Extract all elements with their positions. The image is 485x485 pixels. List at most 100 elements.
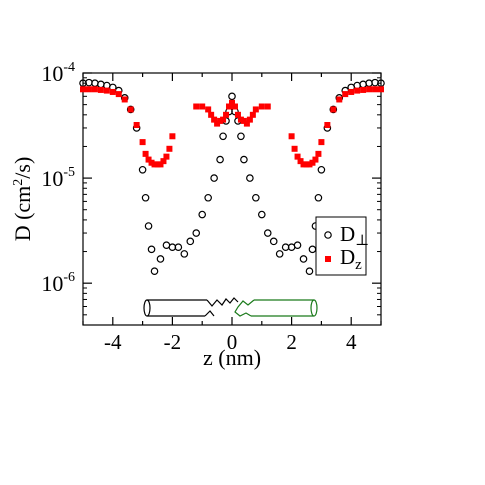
data-point <box>220 116 227 123</box>
data-point <box>174 243 183 251</box>
data-point <box>204 193 212 202</box>
y-tick-label: 10-6 <box>41 270 75 296</box>
data-point <box>85 86 92 93</box>
data-point <box>103 87 110 94</box>
x-tick-label: -2 <box>164 330 182 354</box>
data-point <box>318 139 325 146</box>
data-point <box>348 88 355 95</box>
data-point <box>216 155 224 164</box>
data-point <box>329 105 338 114</box>
data-point <box>198 210 207 219</box>
data-point <box>297 158 304 165</box>
data-point <box>226 103 233 110</box>
data-point <box>305 267 314 276</box>
data-point <box>299 255 308 263</box>
data-point <box>127 106 134 113</box>
data-point <box>309 159 316 166</box>
data-point <box>228 92 236 101</box>
legend-label-d-z: Dz <box>340 245 362 273</box>
data-point <box>126 105 135 114</box>
series-d-z <box>80 86 384 168</box>
x-tick-label: 2 <box>286 330 297 354</box>
data-point <box>237 132 245 141</box>
tube-schematic-inset <box>143 297 318 317</box>
x-axis-label: z (nm) <box>203 345 261 370</box>
data-point <box>246 116 253 123</box>
data-point <box>314 193 323 202</box>
data-point <box>330 106 337 113</box>
data-point <box>208 111 215 118</box>
data-point <box>166 145 173 152</box>
data-point <box>354 87 361 94</box>
data-point <box>234 111 241 118</box>
data-point <box>246 174 254 182</box>
data-point <box>372 86 379 93</box>
data-point <box>157 161 164 168</box>
data-point <box>193 103 200 110</box>
legend-box <box>315 216 367 276</box>
data-point <box>141 193 150 202</box>
x-tick-label: 0 <box>227 330 238 354</box>
data-point <box>360 86 367 93</box>
data-point <box>275 250 284 258</box>
data-point <box>80 86 86 93</box>
data-point <box>121 96 128 103</box>
data-point <box>145 156 152 163</box>
left-tube-chain <box>204 297 239 317</box>
data-point <box>97 80 105 89</box>
y-tick-label: 10-5 <box>41 165 75 191</box>
axis-ticks <box>82 72 382 326</box>
y-axis-label: D (cm2/s) <box>10 157 35 242</box>
data-point <box>210 174 218 182</box>
data-point <box>192 229 201 237</box>
data-point <box>109 88 116 95</box>
data-point <box>252 193 260 202</box>
data-point <box>249 111 256 118</box>
data-point <box>211 116 218 123</box>
legend-marker-d-z <box>325 256 331 262</box>
data-point <box>147 245 156 254</box>
right-tube-cap <box>310 299 318 317</box>
data-point <box>336 96 343 103</box>
data-point <box>315 150 322 157</box>
data-point <box>252 106 259 113</box>
data-point <box>308 245 317 254</box>
data-point <box>264 103 271 110</box>
left-tube-cap <box>143 299 151 317</box>
legend: D⊥ Dz <box>315 216 369 276</box>
x-tick-label: 4 <box>346 330 357 354</box>
data-point <box>269 237 278 246</box>
data-point <box>186 237 195 246</box>
data-point <box>223 111 230 118</box>
data-point <box>240 155 248 164</box>
data-point <box>205 106 212 113</box>
data-point <box>317 165 326 174</box>
data-point <box>378 86 384 93</box>
data-point <box>359 80 367 89</box>
data-point <box>199 103 206 110</box>
data-point <box>219 132 227 141</box>
y-tick-labels: 10-6 10-5 10-4 <box>41 60 75 296</box>
data-point <box>258 103 265 110</box>
data-point <box>288 133 295 140</box>
data-point <box>243 120 250 127</box>
data-point <box>293 241 302 249</box>
data-point <box>180 250 189 258</box>
data-point <box>294 153 301 160</box>
data-point <box>139 139 146 146</box>
data-point <box>229 99 235 106</box>
data-point <box>115 91 122 98</box>
data-point <box>142 150 149 157</box>
right-tube-schematic <box>234 299 318 317</box>
data-point <box>257 210 266 219</box>
data-point <box>231 103 238 110</box>
data-point <box>160 158 167 165</box>
data-point <box>97 86 104 93</box>
right-tube-chain <box>234 299 255 317</box>
data-point <box>263 229 272 237</box>
data-point <box>91 86 98 93</box>
data-point <box>150 267 159 276</box>
data-point <box>133 122 140 129</box>
data-point <box>366 86 373 93</box>
